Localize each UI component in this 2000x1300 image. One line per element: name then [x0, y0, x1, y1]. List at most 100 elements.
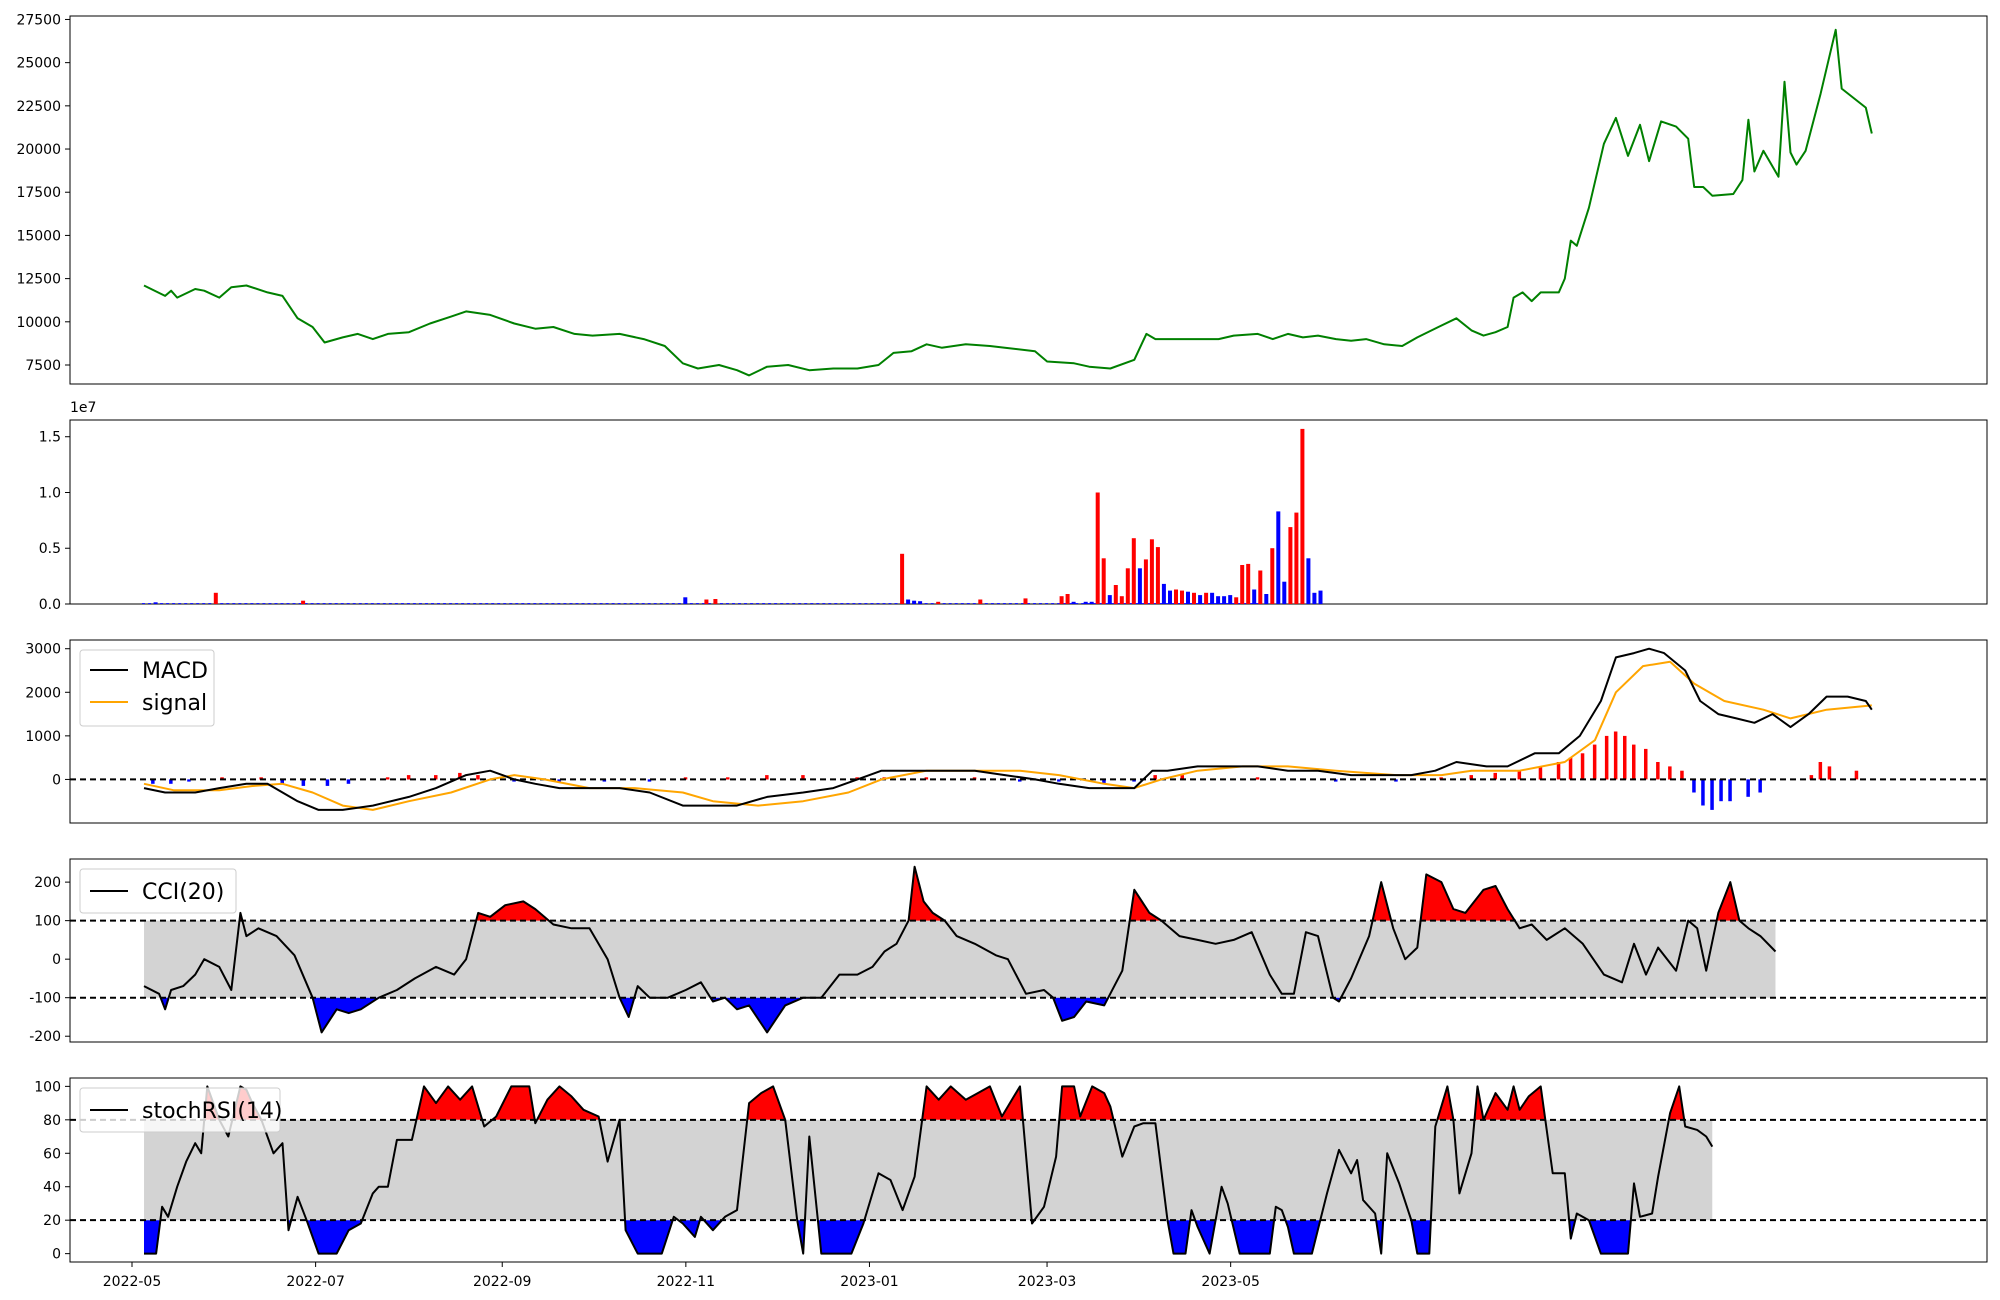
volume-bar	[1252, 589, 1257, 604]
volume-bar	[1071, 601, 1076, 604]
volume-bar	[1065, 594, 1070, 604]
volume-bar	[816, 603, 820, 605]
volume-bar	[244, 603, 248, 605]
y-tick-label: 0	[52, 1247, 61, 1263]
legend: stochRSI(14)	[79, 1087, 283, 1133]
macd-histogram-bar	[1809, 775, 1814, 780]
macd-histogram-bar	[1394, 779, 1398, 782]
volume-bar	[412, 603, 416, 605]
volume-bar	[1119, 596, 1124, 604]
volume-bar	[178, 603, 182, 605]
volume-bar	[1282, 581, 1287, 604]
volume-bar	[1083, 601, 1088, 604]
volume-bar	[419, 603, 422, 605]
macd-histogram-bar	[1568, 757, 1573, 780]
axes-frame	[69, 639, 1988, 824]
axes-frame	[69, 15, 1988, 385]
volume-bar	[1318, 590, 1323, 604]
volume-bar	[792, 603, 796, 605]
y-tick-label: -100	[29, 991, 61, 1007]
legend: MACD signal	[79, 649, 215, 727]
volume-bar	[707, 603, 711, 605]
volume-bar	[563, 603, 567, 605]
volume-bar	[1171, 603, 1175, 605]
oversold-fill	[625, 1220, 673, 1254]
volume-bar	[268, 603, 272, 605]
volume-bar	[1023, 598, 1028, 604]
macd-histogram-bar	[406, 775, 411, 780]
macd-histogram-bar	[602, 779, 607, 782]
stochrsi-line	[144, 1085, 1714, 1255]
volume-bar	[437, 603, 440, 605]
volume-bar	[1294, 512, 1299, 604]
macd-histogram-bar	[924, 777, 929, 780]
volume-bar	[677, 603, 681, 605]
volume-bar	[713, 599, 718, 604]
volume-bar	[376, 603, 380, 605]
volume-bar	[545, 603, 549, 605]
volume-bar	[744, 603, 747, 605]
overbought-fill	[1716, 882, 1740, 921]
volume-bar	[1213, 603, 1217, 605]
volume-bar	[425, 603, 428, 605]
volume-bar	[1093, 603, 1097, 605]
y-tick-label: 1.5	[39, 430, 61, 446]
volume-bar	[1228, 595, 1233, 604]
macd-histogram-bar	[1632, 744, 1636, 780]
volume-bar	[1033, 603, 1036, 605]
volume-bar	[1008, 603, 1012, 605]
macd-histogram-bar	[1758, 779, 1762, 793]
volume-bar	[388, 603, 392, 605]
volume-bar	[960, 603, 964, 605]
macd-histogram-bar	[557, 779, 561, 782]
volume-bar	[274, 603, 278, 605]
y-tick-label: 7500	[25, 358, 61, 374]
volume-bar	[449, 603, 453, 605]
macd-histogram-bar	[1057, 779, 1061, 782]
volume-bar	[1161, 583, 1166, 604]
macd-histogram-bar	[1592, 744, 1597, 780]
y-tick-label: 0.5	[39, 541, 61, 557]
volume-bar	[551, 603, 555, 605]
x-tick-label: 2023-05	[1201, 1274, 1260, 1290]
volume-bar	[1306, 558, 1311, 604]
oversold-fill	[1231, 1220, 1275, 1254]
volume-bar	[1051, 603, 1055, 605]
volume-bar	[720, 603, 723, 605]
volume-bar	[1057, 603, 1061, 605]
x-tick-label: 2023-01	[840, 1274, 899, 1290]
volume-bar	[1195, 603, 1199, 605]
volume-bar	[262, 603, 266, 605]
volume-bar	[1276, 511, 1281, 604]
volume-bar	[196, 603, 200, 605]
volume-bar	[250, 603, 254, 605]
volume-bar	[1231, 603, 1235, 605]
volume-bar	[184, 603, 188, 605]
volume-bar	[322, 603, 326, 605]
macd-histogram-bar	[1854, 770, 1859, 780]
y-tick-label: 200	[34, 875, 61, 891]
volume-bar	[894, 603, 898, 605]
volume-bar	[1111, 603, 1115, 605]
y-tick-label: 17500	[16, 185, 61, 201]
volume-bar	[581, 603, 585, 605]
axes-frame	[69, 858, 1988, 1043]
macd-histogram-bar	[151, 779, 155, 784]
volume-bar	[527, 603, 531, 605]
signal-line	[143, 660, 1872, 811]
volume-bar	[611, 603, 615, 605]
volume-bar	[328, 603, 332, 605]
volume-bar	[840, 603, 844, 605]
y-tick-label: 1.0	[39, 485, 61, 501]
volume-bar	[756, 603, 760, 605]
y-tick-label: 0	[52, 952, 61, 968]
macd-histogram-bar	[169, 779, 173, 784]
y-tick-label: 27500	[16, 12, 61, 28]
macd-histogram-bar	[1580, 753, 1585, 780]
volume-bar	[671, 603, 675, 605]
volume-bar	[473, 603, 477, 605]
y-tick-label: 60	[43, 1146, 61, 1162]
volume-bar	[202, 603, 206, 605]
volume-bar	[786, 603, 790, 605]
